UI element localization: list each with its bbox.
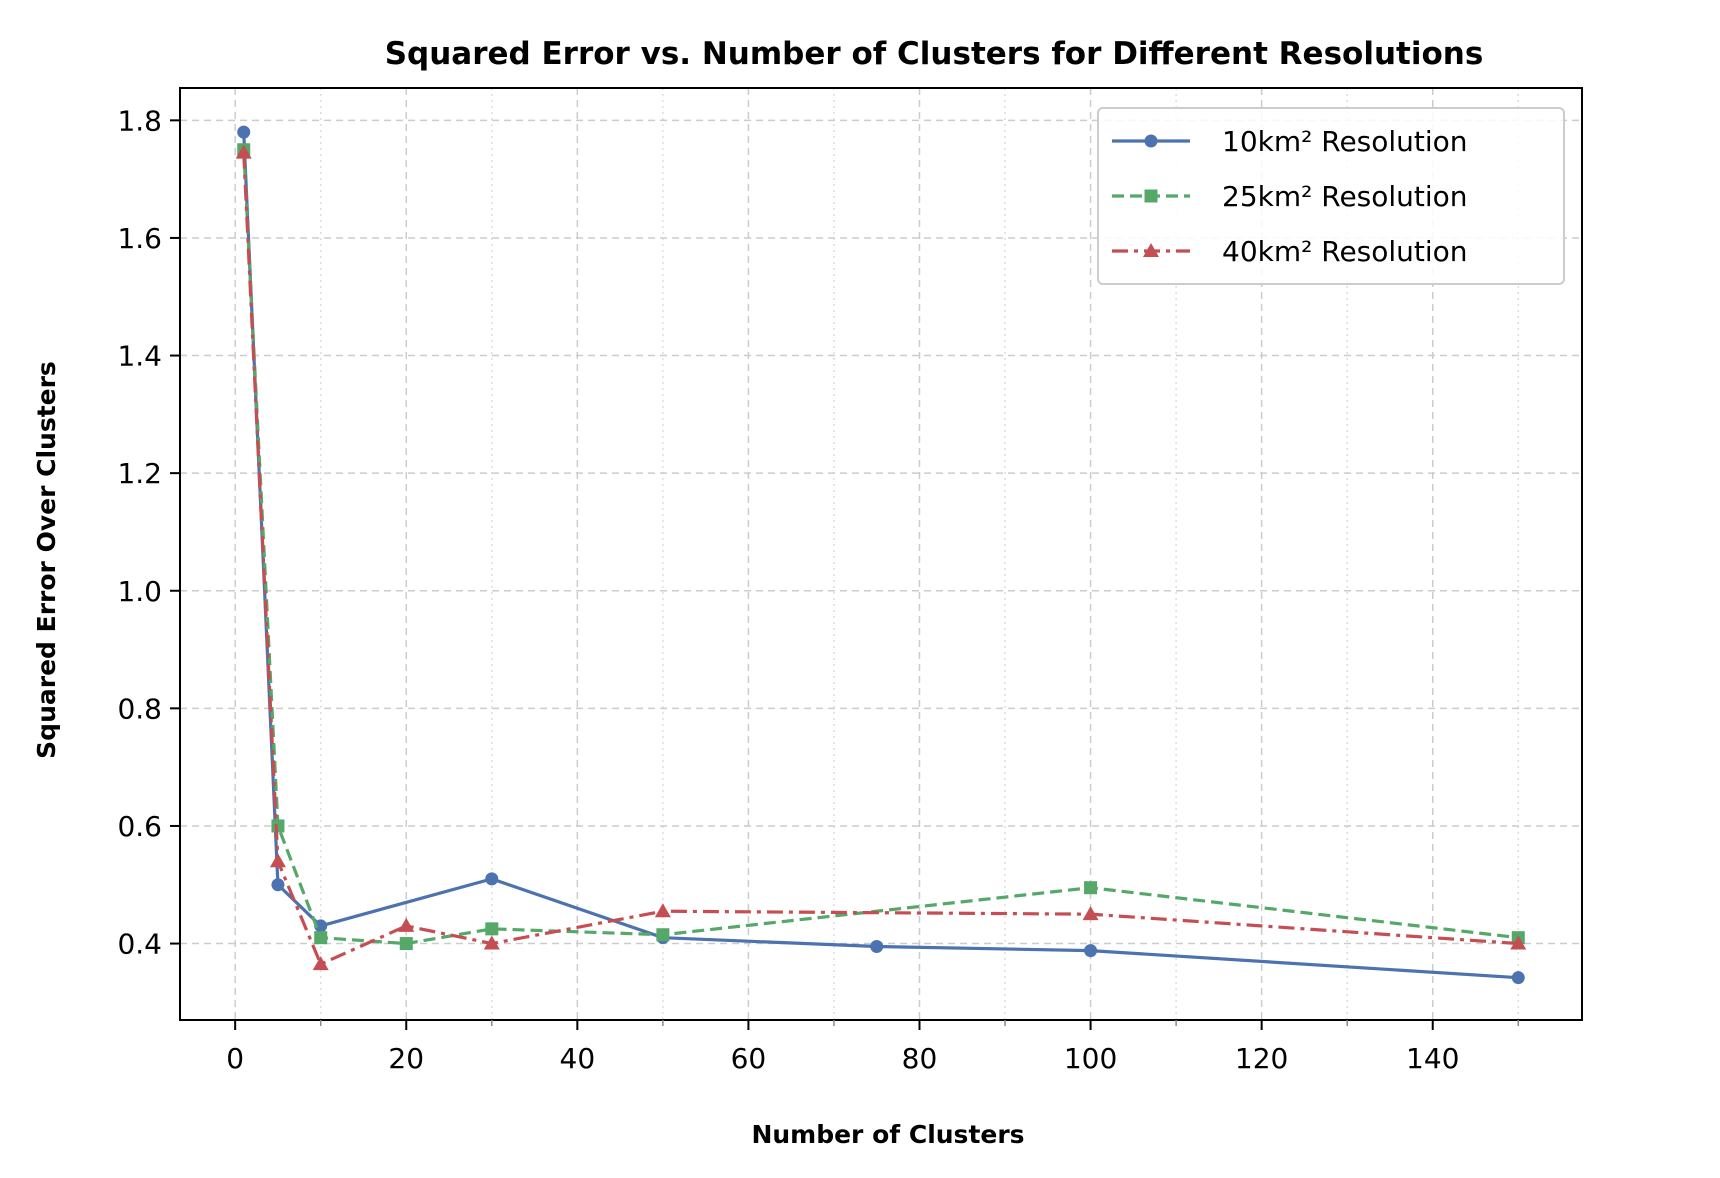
data-point	[1511, 971, 1525, 985]
data-point	[271, 819, 285, 833]
data-point	[1084, 881, 1098, 895]
x-tick-label: 0	[226, 1042, 244, 1075]
legend-box	[1097, 107, 1565, 285]
x-tick-label: 140	[1406, 1042, 1459, 1075]
y-tick-label: 1.4	[117, 340, 162, 373]
data-point	[485, 872, 499, 886]
data-point	[1084, 944, 1098, 958]
axis-ticks: 0 20 40 60 80 100 120 140 0.4 0.6 0.8 1.0 1.2 1.4 1.6 1…	[117, 104, 1520, 1075]
data-point	[485, 922, 499, 936]
data-point	[399, 937, 413, 951]
y-tick-label: 0.8	[117, 692, 162, 725]
chart-title: Squared Error vs. Number of Clusters for…	[385, 36, 1484, 72]
y-tick-label: 1.6	[117, 222, 162, 255]
x-tick-label: 120	[1235, 1042, 1288, 1075]
series-3	[235, 144, 1527, 971]
y-tick-label: 1.0	[117, 575, 162, 608]
x-tick-label: 40	[560, 1042, 596, 1075]
data-point	[271, 878, 285, 892]
data-point	[654, 903, 671, 918]
grid	[180, 88, 1582, 1020]
series-line	[242, 152, 1519, 966]
data-point	[237, 125, 251, 139]
legend-marker	[1144, 189, 1158, 203]
y-tick-label: 1.8	[117, 104, 162, 137]
series-line	[242, 149, 1519, 946]
data-point	[483, 935, 500, 950]
data-point	[235, 144, 252, 159]
series-1	[237, 125, 1525, 985]
series-layer	[235, 125, 1527, 985]
legend-marker	[1143, 243, 1159, 257]
data-point	[656, 928, 670, 942]
legend: 10km² Resolution 25km² Resolution 40km² Re…	[1097, 107, 1565, 285]
x-axis-label: Number of Clusters	[751, 1120, 1024, 1149]
x-tick-label: 60	[731, 1042, 767, 1075]
plot-frame	[179, 87, 1583, 1021]
data-point	[1510, 935, 1527, 950]
legend-label: 10km² Resolution	[1222, 125, 1468, 158]
data-point	[398, 917, 415, 932]
data-point	[1082, 906, 1099, 921]
data-point	[314, 919, 328, 933]
data-point	[269, 853, 286, 868]
x-tick-label: 20	[388, 1042, 424, 1075]
legend-marker	[1144, 134, 1158, 148]
legend-label: 40km² Resolution	[1222, 235, 1468, 268]
legend-label: 25km² Resolution	[1222, 180, 1468, 213]
x-tick-label: 100	[1064, 1042, 1117, 1075]
y-tick-label: 0.6	[117, 810, 162, 843]
x-tick-label: 80	[902, 1042, 938, 1075]
data-point	[312, 956, 329, 971]
data-point	[870, 939, 884, 953]
series-line	[242, 132, 1519, 980]
y-tick-label: 1.2	[117, 457, 162, 490]
y-tick-label: 0.4	[117, 928, 162, 961]
y-axis-label: Squared Error Over Clusters	[32, 361, 61, 759]
data-point	[314, 931, 328, 945]
